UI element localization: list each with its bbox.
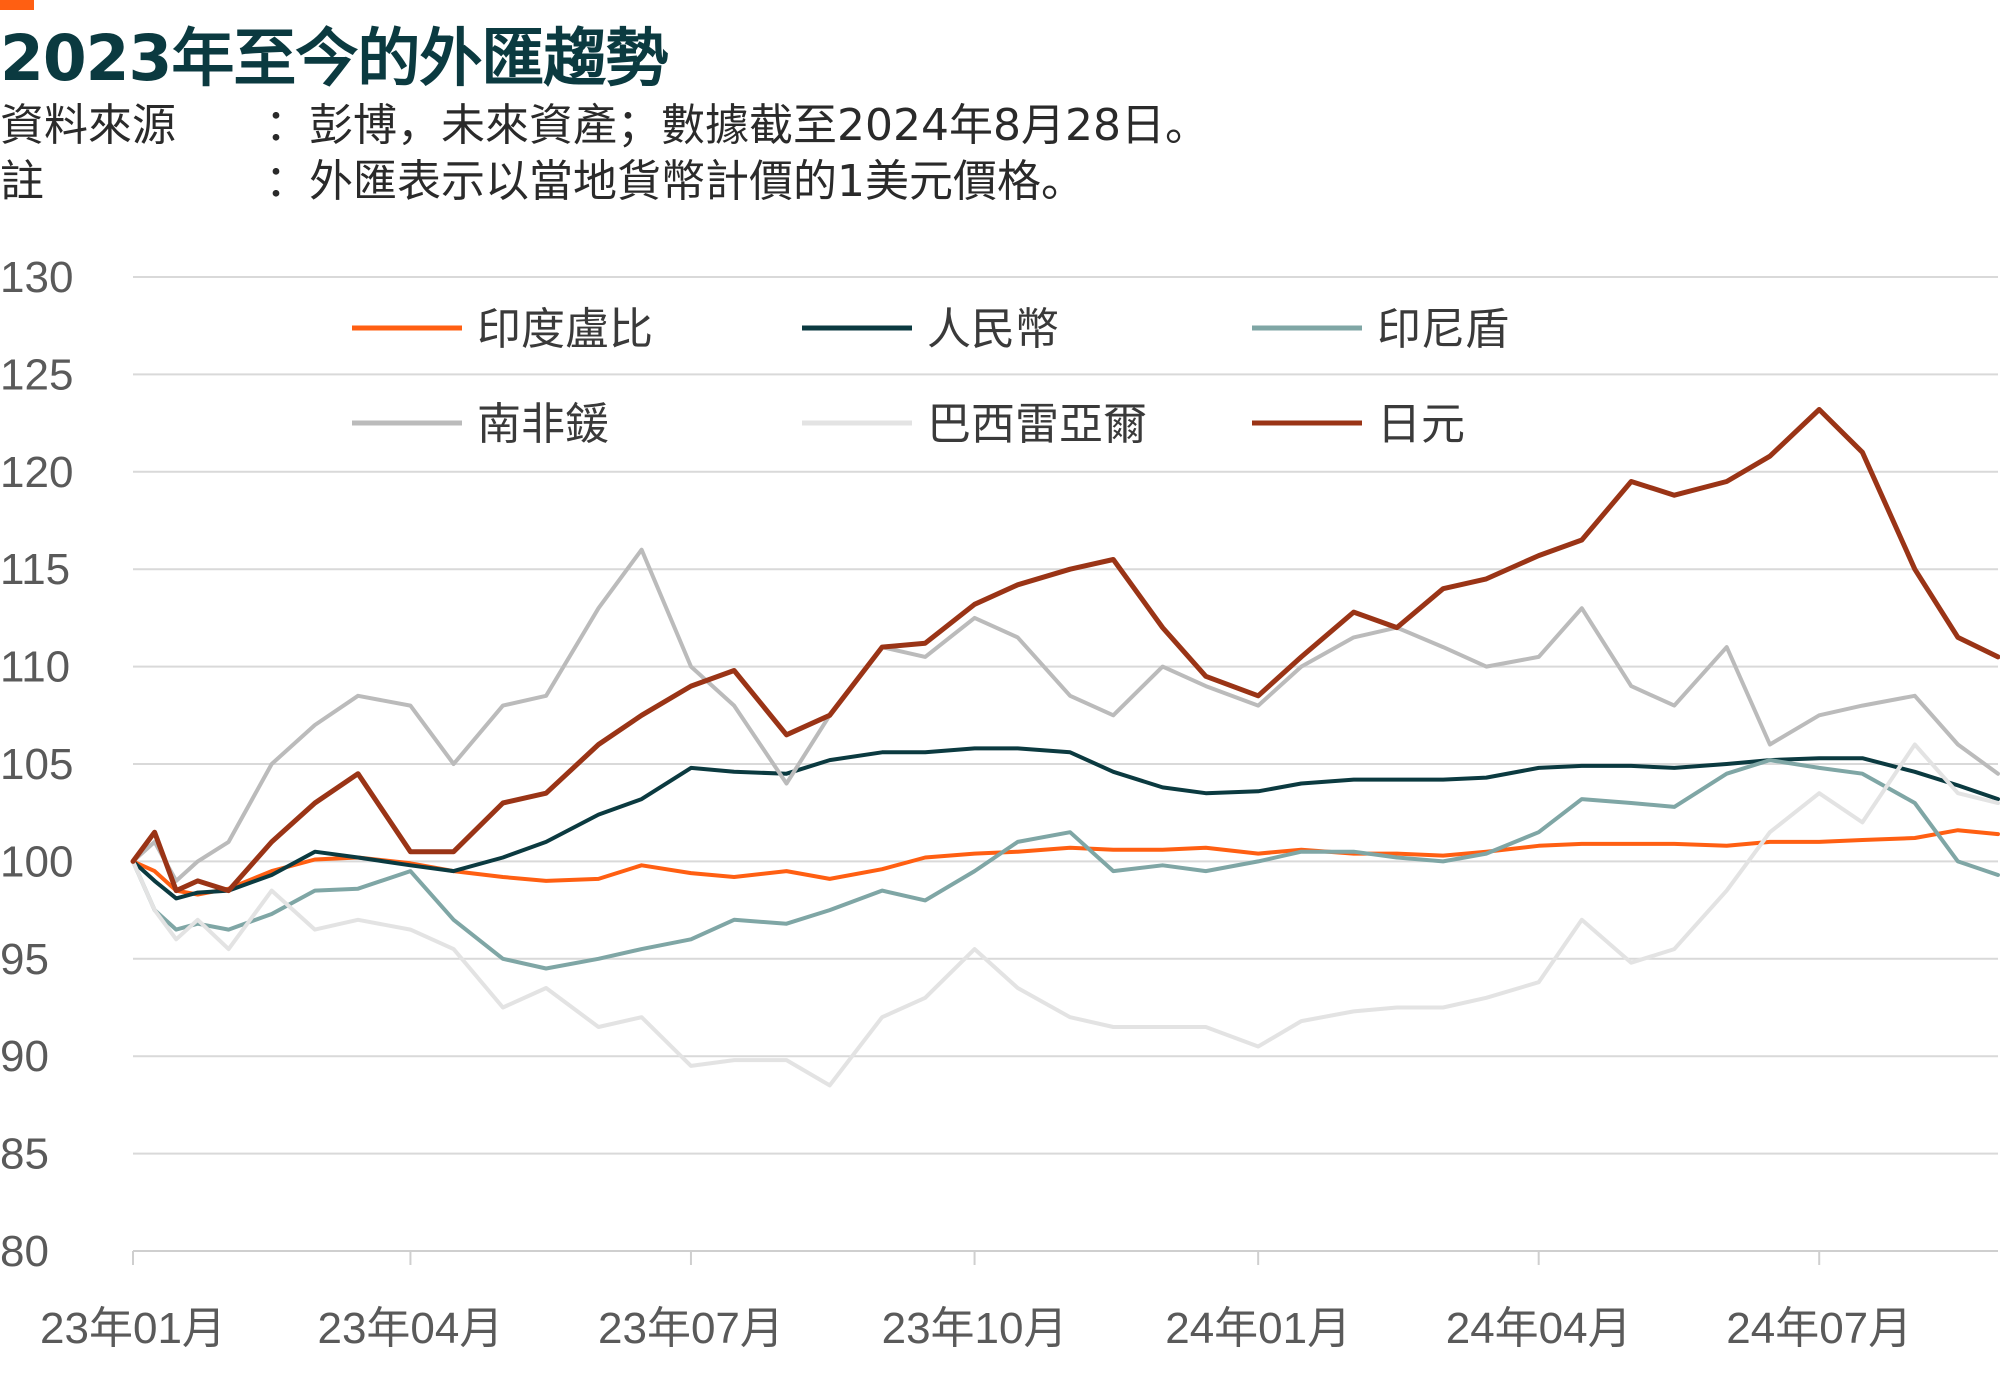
source-label: 資料來源 [0, 100, 176, 151]
y-tick-label: 90 [0, 1032, 49, 1081]
y-tick-label: 80 [0, 1227, 49, 1276]
x-axis: 23年01月 23年04月 23年07月 23年10月 24年01月 24年04月 24年0… [40, 1250, 1998, 1353]
legend-label-1: 人民幣 [927, 304, 1059, 355]
series-line-5 [130, 407, 2000, 894]
y-tick-label: 115 [0, 545, 70, 594]
note-line: 註 ：外匯表示以當地貨幣計價的1美元價格。 [0, 156, 1085, 209]
series-line-4 [131, 742, 2000, 1088]
note-label: 註 [0, 156, 44, 207]
y-tick-label: 105 [0, 740, 73, 789]
x-tick-label: 24年07月 [1726, 1304, 1912, 1353]
legend-label-2: 印尼盾 [1377, 304, 1509, 355]
source-text: ：彭博，未來資產；數據截至2024年8月28日。 [265, 100, 1209, 151]
x-tick-label: 23年10月 [882, 1304, 1068, 1353]
y-tick-label: 130 [0, 253, 73, 302]
legend-label-5: 日元 [1377, 399, 1465, 450]
y-tick-label: 120 [0, 448, 73, 497]
series-line-2 [131, 758, 2000, 971]
x-tick-label: 23年01月 [40, 1304, 226, 1353]
source-line: 資料來源 ：彭博，未來資產；數據截至2024年8月28日。 [0, 100, 1209, 153]
y-tick-label: 100 [0, 837, 73, 886]
accent-bar [0, 0, 34, 10]
legend-label-0: 印度盧比 [477, 304, 653, 355]
x-tick-label: 23年04月 [317, 1304, 503, 1353]
legend-label-4: 巴西雷亞爾 [927, 399, 1147, 450]
y-tick-label: 125 [0, 350, 73, 399]
y-tick-label: 85 [0, 1130, 49, 1179]
y-tick-label: 95 [0, 935, 49, 984]
x-tick-label: 24年01月 [1165, 1304, 1351, 1353]
y-axis-ticks: 130 125 120 115 110 105 100 95 90 85 80 [0, 253, 73, 1276]
y-tick-label: 110 [0, 643, 70, 692]
x-tick-label: 24年04月 [1446, 1304, 1632, 1353]
note-text: ：外匯表示以當地貨幣計價的1美元價格。 [265, 156, 1085, 207]
series-line-1 [131, 746, 2000, 901]
x-tick-label: 23年07月 [598, 1304, 784, 1353]
chart-title: 2023年至今的外匯趨勢 [0, 22, 668, 95]
legend-label-3: 南非鍰 [477, 399, 609, 450]
series-lines [130, 407, 2000, 1088]
series-line-3 [131, 547, 2000, 883]
